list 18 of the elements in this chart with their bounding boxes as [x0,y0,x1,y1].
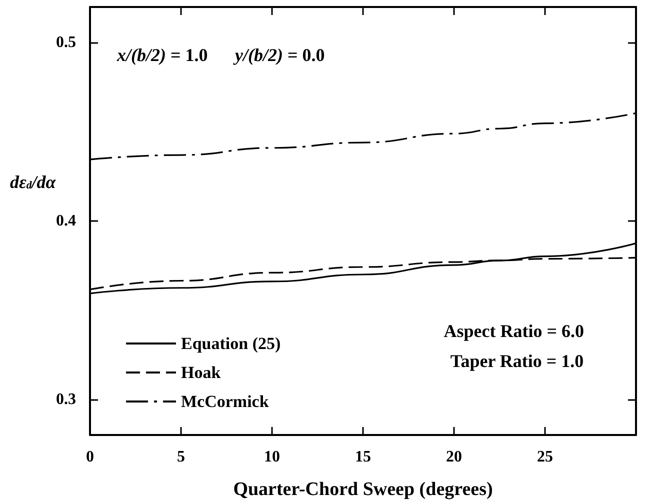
legend-label: McCormick [181,392,270,411]
legend-label: Hoak [181,363,222,382]
annotation: Taper Ratio = 1.0 [450,351,584,371]
y-tick-label: 0.5 [56,34,76,52]
y-tick-label: 0.4 [56,212,76,230]
annotation: x/(b/2) = 1.0 [116,45,208,65]
y-axis-title: dεd/dα [10,172,57,192]
x-tick-label: 5 [177,448,185,466]
annotation: y/(b/2) = 0.0 [233,45,325,65]
x-tick-label: 10 [264,448,280,466]
legend-label: Equation (25) [181,334,281,353]
x-tick-label: 20 [446,448,462,466]
y-tick-label: 0.3 [56,390,76,408]
x-tick-label: 0 [86,448,94,466]
x-tick-label: 25 [537,448,553,466]
annotation: Aspect Ratio = 6.0 [444,321,584,341]
x-tick-label: 15 [355,448,371,466]
x-axis-title: Quarter-Chord Sweep (degrees) [233,479,493,500]
